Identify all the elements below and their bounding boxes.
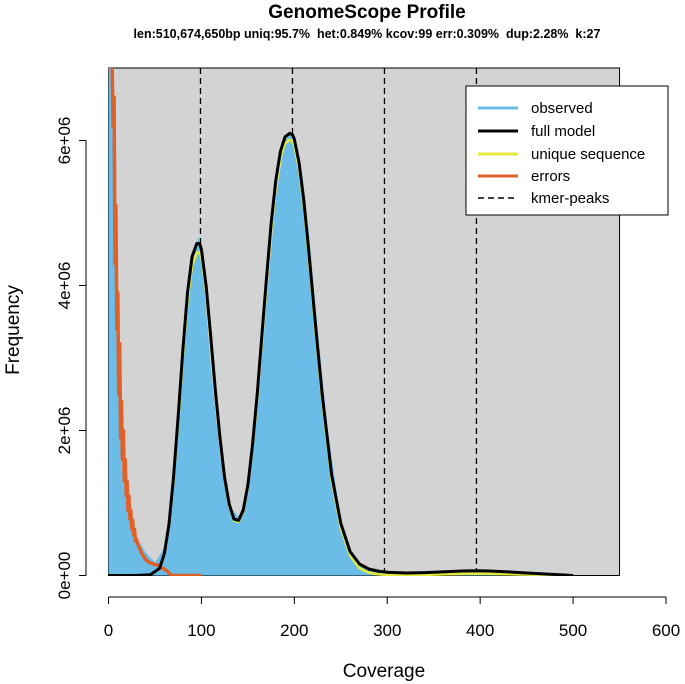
chart-legend: observed full model unique sequence erro… xyxy=(465,85,669,216)
y-axis-title: Frequency xyxy=(3,285,24,375)
x-axis: 0 100 200 300 400 500 600 xyxy=(104,596,680,640)
x-tick-label: 300 xyxy=(373,621,401,640)
legend-label-unique-sequence: unique sequence xyxy=(531,146,645,163)
errors-line xyxy=(110,68,202,576)
legend-label-errors: errors xyxy=(531,168,570,185)
legend-label-observed: observed xyxy=(531,100,593,117)
x-tick-label: 0 xyxy=(104,621,113,640)
x-tick-label: 600 xyxy=(652,621,680,640)
legend-label-kmer-peaks: kmer-peaks xyxy=(531,190,609,207)
x-tick-label: 200 xyxy=(280,621,308,640)
y-tick-label: 2e+06 xyxy=(55,407,74,455)
x-axis-title: Coverage xyxy=(343,661,425,682)
chart-title: GenomeScope Profile xyxy=(268,2,465,23)
x-tick-label: 500 xyxy=(559,621,587,640)
x-tick-label: 400 xyxy=(466,621,494,640)
full-model-line xyxy=(108,131,574,576)
x-tick-label: 100 xyxy=(187,621,215,640)
y-axis: 0e+00 2e+06 4e+06 6e+06 xyxy=(55,117,87,600)
chart-subtitle: len:510,674,650bp uniq:95.7% het:0.849% … xyxy=(134,27,601,41)
y-tick-label: 0e+00 xyxy=(55,552,74,600)
y-tick-label: 4e+06 xyxy=(55,262,74,310)
legend-label-full-model: full model xyxy=(531,123,595,140)
y-tick-label: 6e+06 xyxy=(55,117,74,165)
observed-histogram xyxy=(108,68,574,576)
